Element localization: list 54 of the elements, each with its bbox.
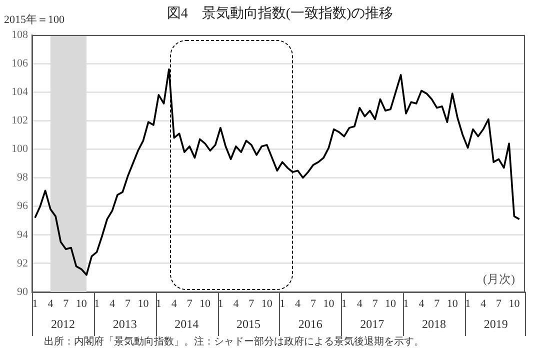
x-tick-label: 1	[218, 298, 224, 310]
y-tick-label: 92	[17, 257, 28, 270]
x-tick-label: 4	[480, 298, 487, 310]
x-axis-title: (月次)	[483, 272, 515, 286]
x2-tick-label: 2017	[360, 317, 384, 332]
x-tick-label: 10	[138, 298, 150, 310]
x-tick-label: 1	[403, 298, 409, 310]
x-tick-label: 4	[295, 298, 302, 310]
x-tick-label: 7	[63, 298, 70, 310]
y-tick-label: 98	[17, 172, 28, 184]
x-tick-label: 4	[356, 298, 363, 310]
text: 出所：内閣府「景気動向指数」。注：シャドー部分は政府による景気後退期を示す。	[44, 336, 424, 348]
x-tick-label: 10	[446, 298, 458, 310]
x-tick-label: 1	[94, 298, 100, 310]
y-tick-label: 102	[12, 114, 28, 127]
x2-tick-label: 2019	[484, 317, 508, 332]
x2-tick-label: 2014	[174, 317, 199, 332]
x-tick-label: 1	[32, 298, 38, 310]
x-tick-label: 10	[385, 298, 397, 310]
x-tick-label: 10	[508, 298, 520, 310]
y-tick-label: 106	[12, 57, 28, 70]
x-tick-label: 10	[323, 298, 335, 310]
y-tick-label: 90	[17, 286, 28, 298]
x-tick-label: 1	[280, 298, 286, 310]
x-tick-label: 7	[248, 298, 255, 310]
x-tick-label: 10	[261, 298, 273, 310]
y-tick-label: 96	[17, 200, 28, 212]
x2-tick-label: 2013	[112, 317, 137, 332]
x-tick-label: 7	[310, 298, 316, 310]
x2-tick-label: 2016	[298, 317, 322, 332]
x2-tick-label: 2012	[50, 317, 75, 332]
x-tick-label: 4	[171, 298, 178, 310]
x-tick-label: 4	[418, 298, 425, 310]
y-tick-label: 100	[12, 143, 28, 156]
y-tick-label: 94	[17, 228, 28, 241]
y-axis-title: 2015年＝100	[4, 14, 65, 26]
x-tick-label: 1	[156, 298, 162, 310]
x-tick-label: 4	[110, 298, 116, 310]
y-tick-label: 108	[12, 28, 28, 41]
x2-tick-label: 2015	[236, 317, 260, 332]
x2-tick-label: 2018	[422, 317, 446, 332]
x-tick-label: 1	[465, 298, 471, 310]
x-tick-label: 1	[341, 298, 347, 310]
y-tick-label: 104	[12, 86, 28, 98]
x-tick-label: 4	[48, 298, 54, 310]
x-tick-label: 4	[233, 298, 240, 310]
chart-title: 図4 景気動向指数(一致指数)の推移	[166, 6, 394, 22]
x-tick-label: 7	[186, 298, 193, 310]
x-tick-label: 10	[76, 298, 88, 310]
x-tick-label: 7	[124, 298, 131, 310]
x-tick-label: 10	[200, 298, 212, 310]
x-tick-label: 7	[372, 298, 378, 310]
x-tick-label: 7	[496, 298, 502, 310]
x-tick-label: 7	[434, 298, 440, 310]
